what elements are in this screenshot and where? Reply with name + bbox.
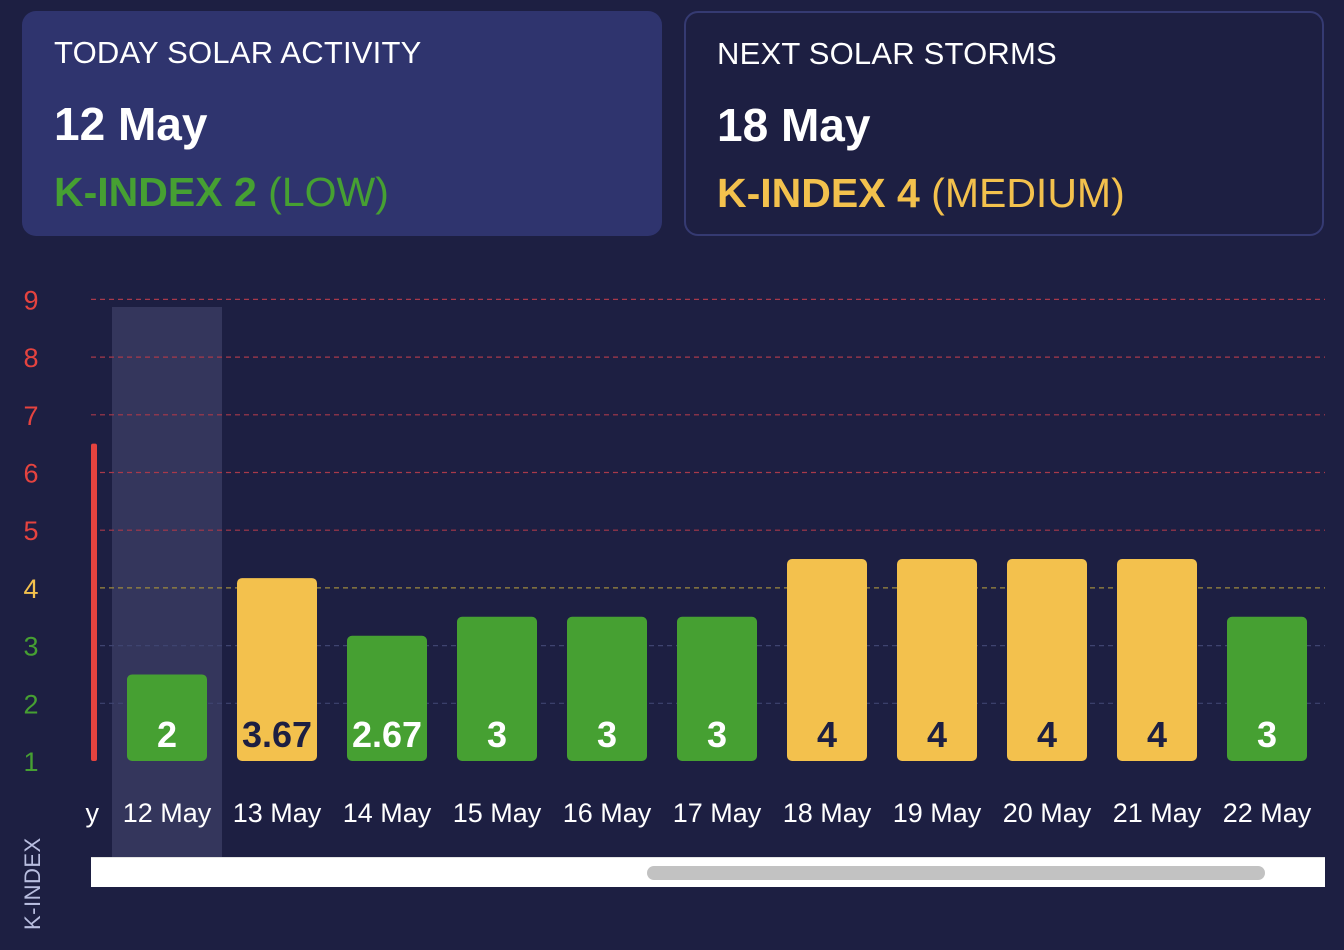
x-tick-label: 18 May [783,798,872,828]
bar-value-label: 4 [1147,714,1167,755]
y-tick-label-3: 3 [23,632,38,662]
bar-16-may [567,616,647,761]
next-card-title: NEXT SOLAR STORMS [717,36,1057,71]
bar-15-may [457,616,537,761]
y-tick-label-1: 1 [23,747,38,777]
bar-value-label: 3 [707,714,727,755]
bar-value-label: 3.67 [242,714,312,755]
highlight-column [112,307,222,857]
today-kindex-level: (LOW) [268,169,389,215]
kindex-chart-svg: 1 2 3 4 5 6 7 8 9 y 2 12 May 3.67 13 May 2.67 14 May 3 15… [23,285,1325,857]
bar-value-label: 4 [927,714,947,755]
bar-13-may [237,578,317,761]
next-kindex-value: K-INDEX 4 [717,170,920,216]
x-tick-label: 14 May [343,798,432,828]
today-kindex-value: K-INDEX 2 [54,169,257,215]
bar-value-label: 3 [487,714,507,755]
x-tick-label: 13 May [233,798,322,828]
y-tick-label-5: 5 [23,516,38,546]
chart-scrollbar-thumb[interactable] [647,866,1265,880]
x-tick-label: 16 May [563,798,652,828]
x-tick-label-partial: y [86,798,100,828]
bar-partial-prev-day [91,443,97,761]
chart-scrollbar[interactable] [91,857,1325,887]
bar-19-may [897,559,977,761]
bar-12-may [127,674,207,761]
bar-value-label: 2.67 [352,714,422,755]
bar-value-label: 3 [597,714,617,755]
x-tick-label: 19 May [893,798,982,828]
next-solar-storms-card: NEXT SOLAR STORMS 18 May K-INDEX 4 (MEDI… [684,11,1324,236]
today-solar-activity-card: TODAY SOLAR ACTIVITY 12 May K-INDEX 2 (L… [22,11,662,236]
y-tick-label-9: 9 [23,285,38,315]
y-tick-label-4: 4 [23,574,38,604]
bar-value-label: 4 [1037,714,1057,755]
bar-value-label: 2 [157,714,177,755]
today-card-date: 12 May [54,98,208,150]
x-tick-label: 22 May [1223,798,1312,828]
bar-17-may [677,616,757,761]
y-axis-title: K-INDEX [20,837,45,930]
bar-21-may [1117,559,1197,761]
x-tick-label: 17 May [673,798,762,828]
bar-20-may [1007,559,1087,761]
next-kindex: K-INDEX 4 (MEDIUM) [717,170,1291,216]
next-kindex-level: (MEDIUM) [931,170,1125,216]
y-tick-label-6: 6 [23,459,38,489]
y-tick-label-2: 2 [23,689,38,719]
today-kindex: K-INDEX 2 (LOW) [54,169,630,215]
bar-14-may [347,635,427,761]
next-card-date: 18 May [717,99,871,151]
x-tick-label: 15 May [453,798,542,828]
kindex-chart: 1 2 3 4 5 6 7 8 9 y 2 12 May 3.67 13 May 2.67 14 May 3 15… [0,270,1344,950]
y-tick-label-8: 8 [23,343,38,373]
x-tick-label: 21 May [1113,798,1202,828]
today-card-title: TODAY SOLAR ACTIVITY [54,35,422,70]
bar-22-may [1227,616,1307,761]
bar-value-label: 4 [817,714,837,755]
x-tick-label: 12 May [123,798,212,828]
y-tick-label-7: 7 [23,401,38,431]
bar-18-may [787,559,867,761]
bar-value-label: 3 [1257,714,1277,755]
x-tick-label: 20 May [1003,798,1092,828]
